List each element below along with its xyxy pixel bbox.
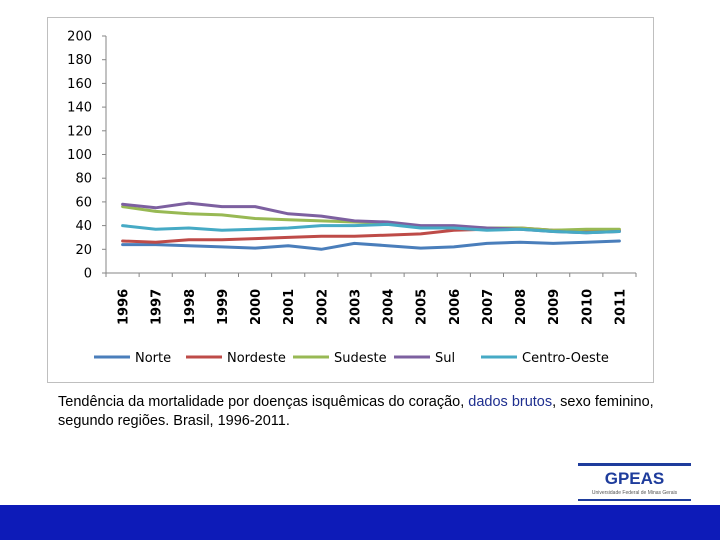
x-tick-label: 2000 (249, 289, 264, 325)
x-tick-label: 1997 (150, 289, 165, 325)
y-tick-label: 60 (75, 195, 92, 210)
legend-label-centro-oeste: Centro-Oeste (522, 351, 609, 366)
x-tick-label: 1996 (117, 289, 132, 325)
caption-text-end: , sexo feminino, segundo regiões. Brasil… (58, 394, 654, 429)
y-tick-label: 200 (67, 30, 92, 45)
logo-subtitle: Universidade Federal de Minas Gerais (591, 490, 678, 496)
line-chart: 0 20 40 60 80 100 120 140 160 180 200 1996 1997 1998 1… (67, 30, 637, 366)
legend-label-sul: Sul (435, 351, 455, 366)
legend-label-nordeste: Nordeste (227, 351, 286, 366)
y-tick-label: 40 (75, 219, 92, 234)
x-tick-label: 2007 (481, 289, 496, 325)
x-tick-label: 2002 (315, 289, 330, 325)
x-tick-label: 1999 (216, 289, 231, 325)
caption-text-start: Tendência da mortalidade por doenças isq… (58, 394, 469, 410)
y-tick-label: 180 (67, 53, 92, 68)
logo-top-rule (578, 463, 691, 466)
x-tick-label: 2006 (448, 289, 463, 325)
x-tick-label: 2011 (613, 289, 628, 325)
x-tick-label: 2004 (382, 289, 397, 325)
x-tick-label: 1998 (183, 289, 198, 325)
y-tick-label: 140 (67, 101, 92, 116)
x-tick-label: 2001 (282, 289, 297, 325)
x-tick-label: 2005 (415, 289, 430, 325)
x-tick-label: 2003 (348, 289, 363, 325)
y-tick-label: 80 (75, 172, 92, 187)
x-tick-label: 2009 (547, 289, 562, 325)
series-line-centro-oeste (121, 222, 621, 235)
y-tick-label: 100 (67, 148, 92, 163)
logo-text: GPEAS (604, 469, 665, 488)
series-line-norte (121, 239, 621, 251)
legend-label-norte: Norte (135, 351, 171, 366)
y-tick-label: 120 (67, 124, 92, 139)
chart-frame: 0 20 40 60 80 100 120 140 160 180 200 1996 1997 1998 1… (47, 17, 654, 383)
gpeas-logo: GPEAS Universidade Federal de Minas Gera… (578, 463, 691, 503)
y-tick-label: 160 (67, 77, 92, 92)
x-tick-label: 2010 (580, 289, 595, 325)
y-tick-label: 20 (75, 243, 92, 258)
logo-bottom-rule (578, 499, 691, 501)
y-tick-label: 0 (84, 267, 92, 282)
footer-bar (0, 505, 720, 540)
caption-highlight: dados brutos (468, 394, 553, 410)
legend-label-sudeste: Sudeste (334, 351, 387, 366)
x-tick-label: 2008 (514, 289, 529, 325)
series-line-sudeste (121, 205, 621, 232)
chart-caption: Tendência da mortalidade por doenças isq… (58, 393, 678, 431)
